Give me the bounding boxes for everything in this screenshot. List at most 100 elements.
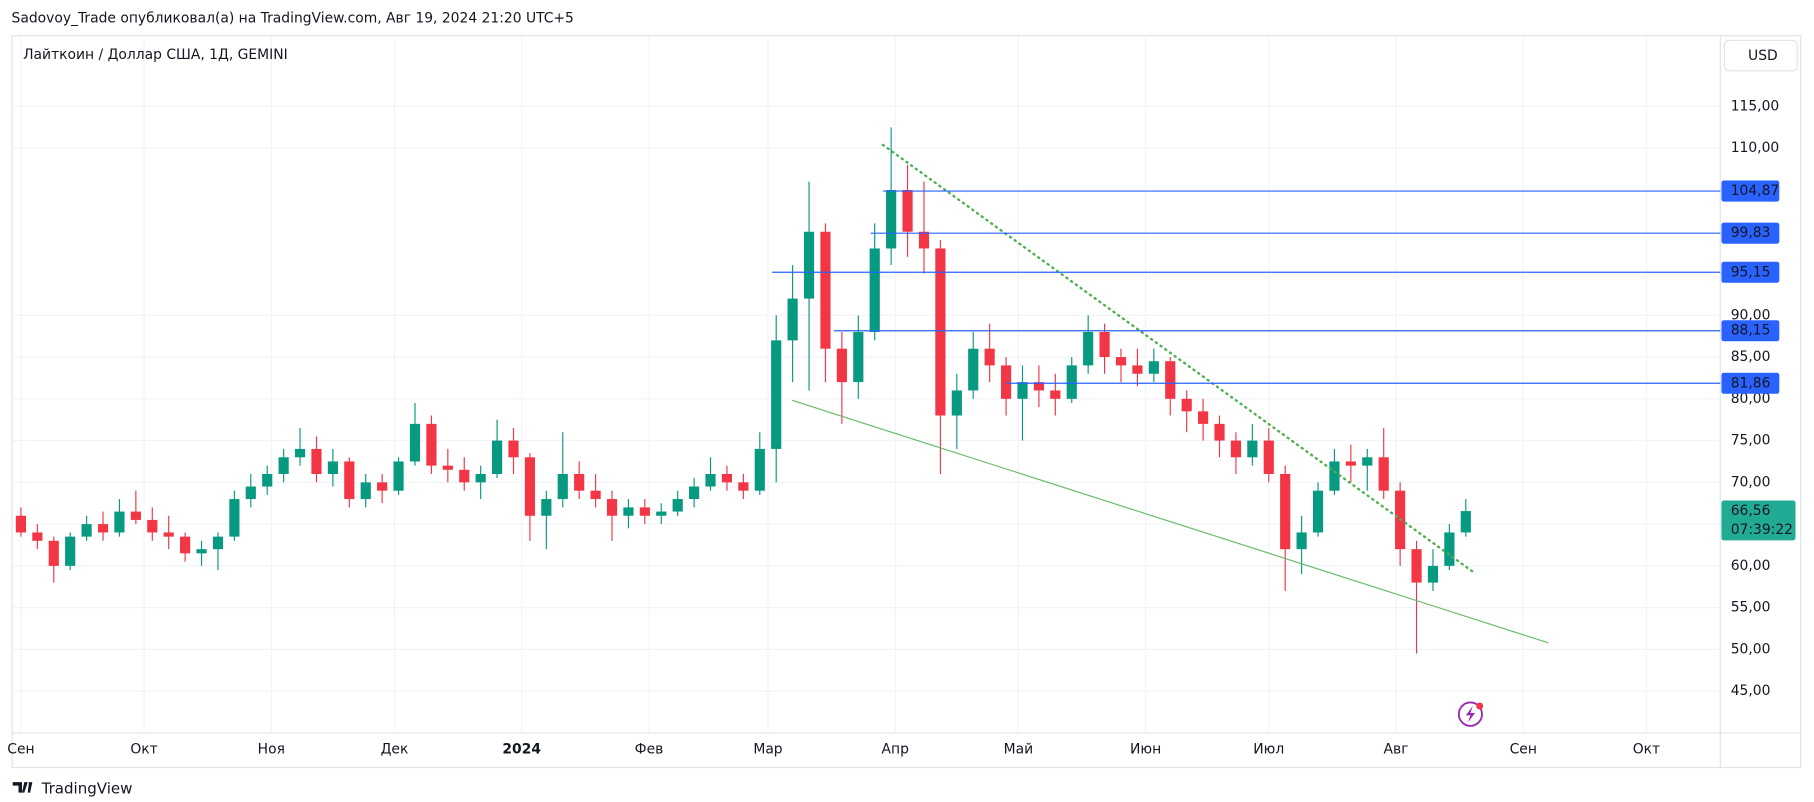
candle-body — [771, 340, 782, 449]
candle-body — [606, 499, 618, 516]
trend-line — [881, 143, 1476, 574]
candle-body — [524, 457, 536, 516]
candle-body — [656, 511, 667, 516]
candle-body — [294, 448, 306, 458]
candle-body — [1132, 365, 1143, 374]
currency-label[interactable]: USD — [1748, 48, 1778, 64]
x-tick-label: Июл — [1253, 741, 1284, 757]
y-tick-label: 115,00 — [1731, 98, 1780, 114]
candle-body — [196, 549, 207, 554]
alert-icon[interactable] — [1457, 701, 1484, 727]
candle-body — [15, 515, 27, 533]
price-level-tag — [1721, 180, 1780, 202]
candle-body — [853, 331, 864, 383]
y-tick-label: 75,00 — [1731, 433, 1771, 449]
candle-body — [114, 511, 125, 533]
y-tick-label: 60,00 — [1731, 558, 1771, 574]
candle-body — [81, 524, 92, 537]
y-tick-label: 45,00 — [1731, 683, 1771, 699]
y-tick-label: 85,00 — [1731, 349, 1771, 365]
candle-body — [262, 473, 273, 487]
candle-body — [1345, 461, 1356, 466]
y-tick-label: 55,00 — [1731, 600, 1771, 616]
currency-button[interactable] — [1723, 39, 1798, 72]
candle-body — [393, 461, 404, 491]
candle-body — [65, 536, 76, 566]
candle-body — [836, 348, 847, 383]
candle-body — [180, 536, 191, 554]
candle-body — [426, 423, 437, 466]
candle-body — [1000, 365, 1012, 399]
candle-body — [1460, 511, 1471, 533]
candle-body — [705, 473, 716, 487]
candle-body — [1214, 423, 1225, 441]
candle-body — [1378, 457, 1389, 491]
candle-body — [1411, 549, 1422, 583]
trend-line — [792, 399, 1549, 644]
publisher-line: Sadovoy_Trade опубликовал(а) на TradingV… — [12, 11, 574, 27]
candle-body — [48, 540, 59, 566]
candle-body — [32, 532, 43, 541]
candle-body — [475, 473, 486, 483]
candle-body — [935, 248, 946, 416]
candle-body — [229, 499, 240, 537]
candle-body — [1230, 440, 1242, 458]
candle-body — [721, 473, 733, 483]
plot — [15, 127, 1721, 654]
price-level-tag — [1721, 320, 1780, 342]
candle-body — [557, 473, 568, 500]
candle-body — [360, 482, 371, 500]
x-tick-label: Окт — [130, 741, 157, 757]
grid — [12, 36, 1721, 733]
candle-body — [1066, 365, 1077, 399]
candle-body — [344, 461, 355, 500]
x-tick-label: Авг — [1384, 741, 1409, 757]
candle-body — [278, 457, 289, 474]
candle-body — [1083, 331, 1094, 366]
price-level-tag — [1721, 222, 1780, 244]
candle-body — [787, 298, 798, 341]
candle-body — [1296, 532, 1307, 550]
candle-body — [1148, 361, 1159, 374]
candle-body — [1312, 490, 1324, 533]
candle-body — [918, 231, 930, 249]
chart-frame — [11, 35, 1802, 769]
candle-body — [1017, 382, 1028, 399]
candle-body — [459, 469, 470, 483]
price-level-label: 104,87 — [1731, 183, 1780, 199]
candle-body — [377, 482, 388, 491]
candle-body — [886, 189, 897, 249]
y-tick-label: 90,00 — [1731, 307, 1771, 323]
candle-body — [1198, 411, 1209, 424]
candle-body — [820, 231, 831, 349]
price-level-tag — [1721, 261, 1780, 283]
x-tick-label: Мар — [753, 741, 782, 757]
candle-body — [97, 524, 109, 533]
brand-name: TradingView — [41, 780, 133, 798]
y-tick-label: 110,00 — [1731, 140, 1780, 156]
x-tick-label: Дек — [381, 741, 409, 757]
x-tick-label: Фев — [635, 741, 664, 757]
candle-body — [163, 532, 174, 537]
axes: 45,0050,0055,0060,0065,0070,0075,0080,00… — [7, 98, 1796, 757]
last-price-label: 66,56 — [1731, 503, 1771, 519]
x-tick-label: Окт — [1633, 741, 1660, 757]
candle-body — [639, 507, 650, 516]
candle-body — [130, 511, 141, 520]
candle-body — [869, 248, 880, 332]
candle-body — [1165, 361, 1176, 399]
candle-body — [491, 440, 503, 474]
candle-body — [442, 465, 453, 470]
candle-body — [311, 448, 322, 474]
last-price-tag — [1721, 500, 1796, 541]
candle-body — [1050, 390, 1061, 399]
x-tick-label: Ноя — [258, 741, 285, 757]
y-tick-label: 70,00 — [1731, 474, 1771, 490]
candle-body — [623, 507, 634, 516]
brand-logo — [12, 782, 33, 793]
candle-body — [672, 499, 683, 512]
y-tick-label: 80,00 — [1731, 391, 1771, 407]
candle-body — [1329, 461, 1340, 491]
